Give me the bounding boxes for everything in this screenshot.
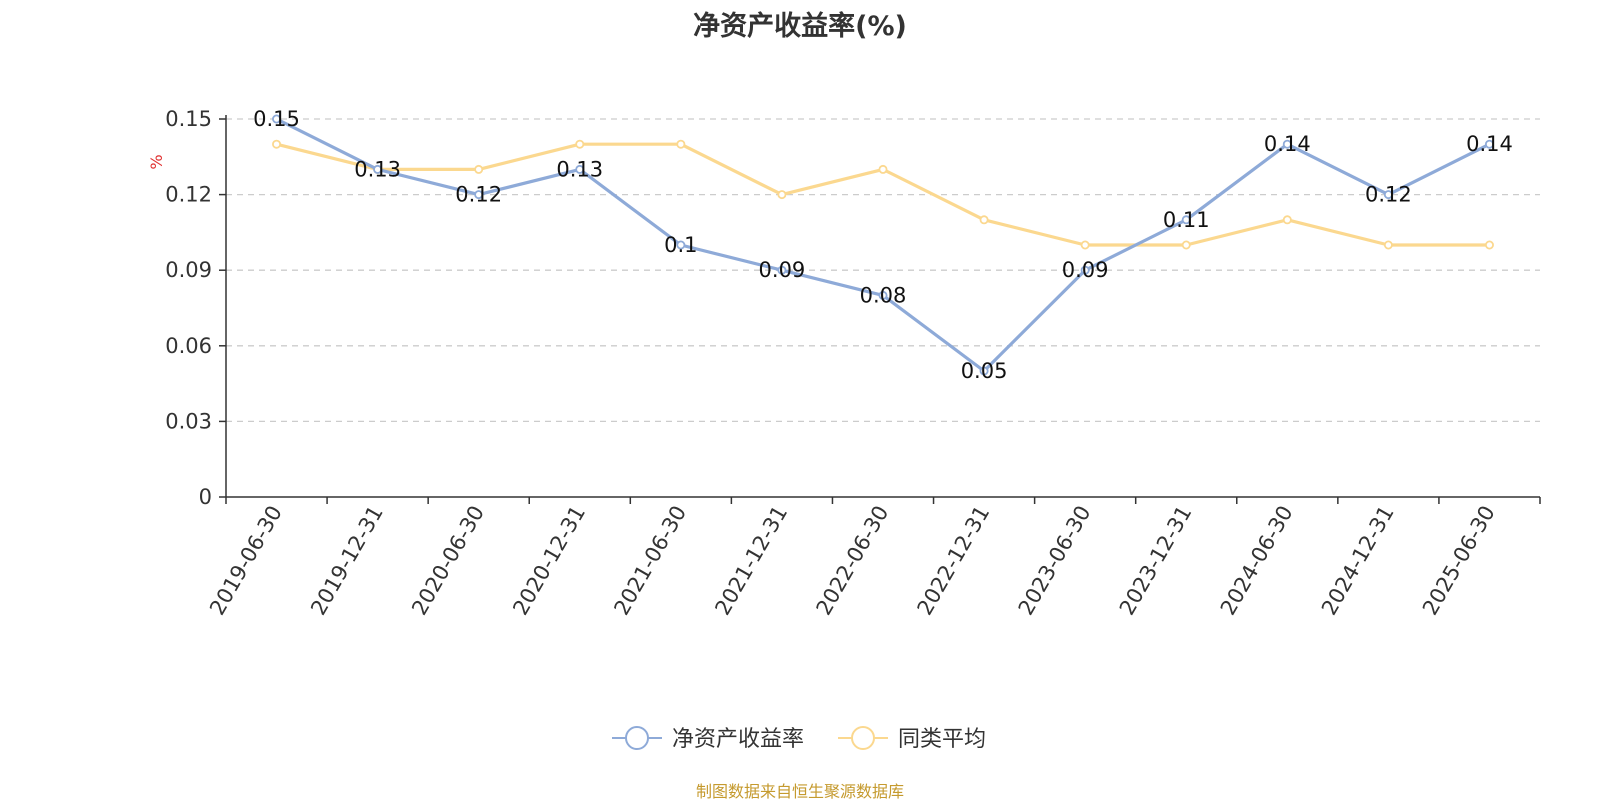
x-tick-label: 2022-06-30 [812,502,894,620]
data-point [1383,190,1393,200]
data-point [1181,215,1191,225]
y-axis-unit: % [147,154,166,169]
legend: 净资产收益率 同类平均 [612,726,986,752]
x-tick-label: 2021-12-31 [710,502,792,620]
x-axis-ticks: 2019-06-30 2019-12-31 2020-06-30 2020-12-31… [205,497,1541,620]
series-lines [272,114,1494,376]
y-tick-label: 0.12 [165,183,212,207]
data-source-note: 制图数据来自恒生聚源数据库 [695,782,904,801]
data-point [1383,240,1393,250]
data-point [575,164,585,174]
x-tick-label: 2023-12-31 [1115,502,1197,620]
data-point [777,265,787,275]
x-tick-label: 2024-12-31 [1317,502,1399,620]
y-tick-label: 0.06 [165,334,212,358]
x-tick-label: 2020-12-31 [508,502,590,620]
data-point [979,366,989,376]
data-label: 0.13 [556,157,603,181]
data-label: 0.05 [961,359,1008,383]
data-point [1282,215,1292,225]
legend-swatch-marker [851,726,875,750]
data-label: 0.1 [664,233,697,257]
y-tick-label: 0.15 [165,107,212,131]
data-point [979,215,989,225]
data-point [676,240,686,250]
data-label: 0.13 [354,157,401,181]
data-label: 0.11 [1163,208,1210,232]
x-tick-label: 2025-06-30 [1418,502,1500,620]
x-tick-label: 2021-06-30 [609,502,691,620]
data-label: 0.14 [1264,132,1311,156]
axes [225,115,1540,498]
y-tick-label: 0.09 [165,258,212,282]
series-line [275,117,1491,373]
x-tick-label: 2022-12-31 [913,502,995,620]
data-point [1282,139,1292,149]
data-point [373,164,383,174]
data-point [474,190,484,200]
data-label: 0.12 [1365,183,1412,207]
data-point [272,114,282,124]
data-label: 0.14 [1466,132,1513,156]
legend-label: 同类平均 [898,727,986,752]
data-point [878,290,888,300]
legend-label: 净资产收益率 [672,727,804,752]
data-label: 0.09 [759,258,806,282]
data-label: 0.09 [1062,258,1109,282]
data-label: 0.12 [455,183,502,207]
data-point [878,164,888,174]
y-axis-ticks: 0 0.03 0.06 0.09 0.12 0.15 [165,107,226,509]
y-tick-label: 0.03 [165,409,212,433]
chart-title: 净资产收益率(%) [693,11,907,42]
data-point [1181,240,1191,250]
x-tick-label: 2024-06-30 [1216,502,1298,620]
data-label: 0.15 [253,107,300,131]
x-tick-label: 2019-12-31 [306,502,388,620]
data-point [1080,265,1090,275]
data-point [1484,240,1494,250]
legend-item: 净资产收益率 [612,726,804,752]
legend-swatch-marker [625,726,649,750]
x-tick-label: 2019-06-30 [205,502,287,620]
data-point [575,139,585,149]
data-labels: 0.15 0.13 0.12 0.13 0.1 0.09 0.08 0.05 0.09 0.11 0… [253,107,1513,383]
x-tick-label: 2023-06-30 [1014,502,1096,620]
data-point [474,164,484,174]
x-tick-label: 2020-06-30 [407,502,489,620]
data-point [1080,240,1090,250]
y-tick-label: 0 [199,485,212,509]
data-point [777,190,787,200]
data-label: 0.08 [860,283,907,307]
legend-item: 同类平均 [838,726,986,752]
data-point [1484,139,1494,149]
data-point [272,139,282,149]
data-point [676,139,686,149]
grid-lines [226,118,1540,423]
